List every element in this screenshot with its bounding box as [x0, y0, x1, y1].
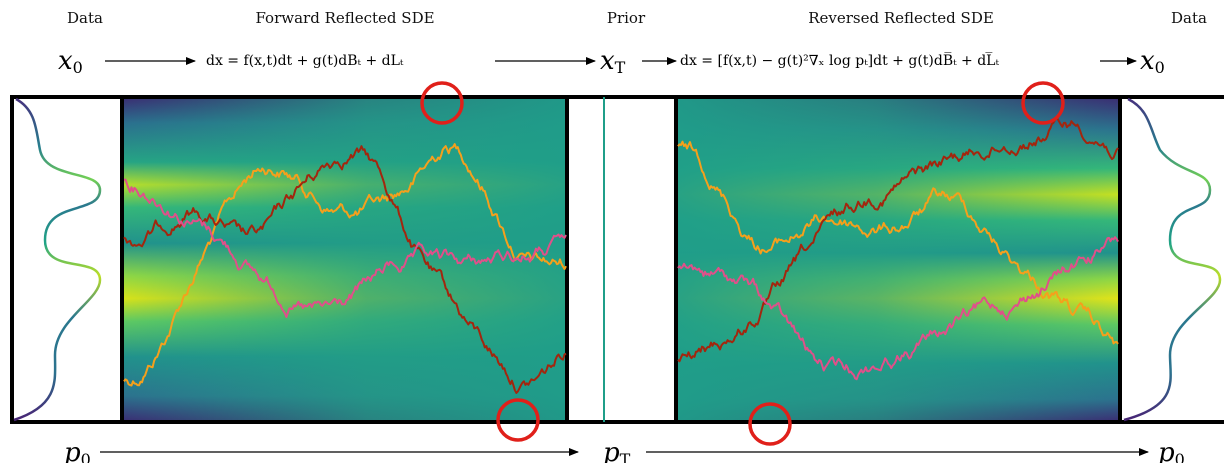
reverse-path-orange [677, 140, 1119, 345]
p0-right-symbol: p0 [1158, 438, 1185, 463]
forward-panel-border [120, 95, 569, 424]
reflection-circle-reverse-top [1021, 81, 1065, 125]
reflection-circle-forward-top [420, 81, 464, 125]
x0-left-symbol: x0 [58, 46, 83, 77]
data-density-curve-right [1123, 97, 1222, 422]
data-label-right: Data [1171, 9, 1207, 27]
reverse-panel-border [674, 95, 1122, 424]
reverse-sde-title: Reversed Reflected SDE [808, 9, 994, 27]
pT-symbol: pT [603, 438, 631, 463]
x0-right-symbol: x0 [1140, 46, 1165, 77]
xT-symbol: xT [600, 46, 626, 77]
reverse-path-darkred [677, 116, 1119, 363]
reverse-sample-paths [677, 116, 1119, 381]
reverse-density-heatmap [676, 97, 1120, 422]
prior-label: Prior [606, 9, 646, 27]
forward-path-orange [123, 143, 567, 387]
forward-path-pink [123, 178, 567, 318]
data-label-left: Data [67, 9, 103, 27]
reverse-path-pink [677, 236, 1119, 381]
forward-sde-title: Forward Reflected SDE [255, 9, 435, 27]
reverse-sde-equation: dx = [f(x,t) − g(t)²∇ₓ log pₜ]dt + g(t)d… [680, 53, 999, 69]
reflection-circle-forward-bottom [496, 398, 540, 442]
reflection-circle-reverse-bottom [748, 402, 792, 446]
data-density-curve-left [13, 97, 102, 422]
forward-path-darkred [123, 145, 567, 394]
forward-sample-paths [123, 143, 567, 394]
forward-density-heatmap [122, 97, 567, 422]
p0-left-symbol: p0 [64, 438, 91, 463]
forward-sde-equation: dx = f(x,t)dt + g(t)dBₜ + dLₜ [206, 53, 404, 69]
